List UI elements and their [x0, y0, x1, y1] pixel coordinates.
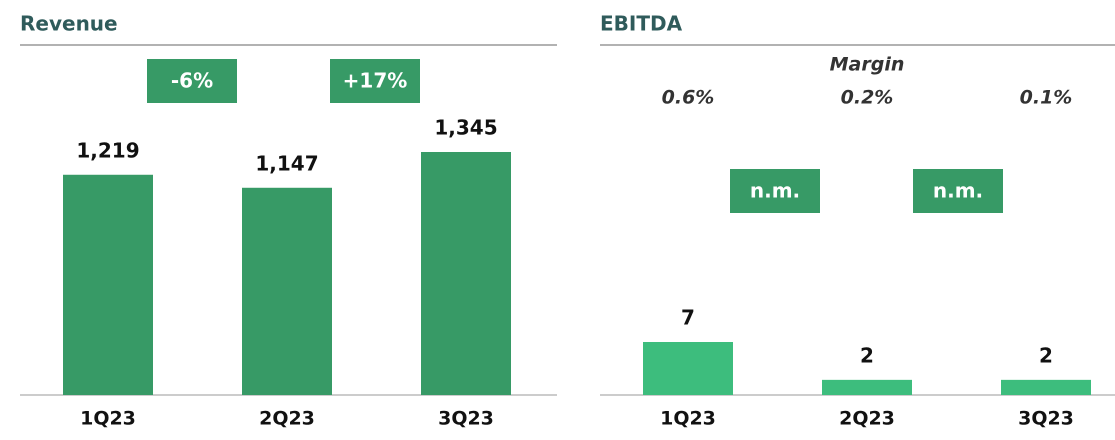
change-badge: [913, 169, 1003, 213]
margin-label: 0.1%: [1020, 87, 1073, 109]
category-label: 3Q23: [438, 408, 494, 430]
change-badge: [730, 169, 820, 213]
change-label: -6%: [171, 69, 213, 93]
category-label: 2Q23: [259, 408, 315, 430]
value-label: 7: [681, 306, 695, 330]
margin-label: 0.6%: [662, 87, 715, 109]
change-badge: [147, 59, 237, 103]
change-badge: [330, 59, 420, 103]
bar: [1001, 379, 1091, 395]
value-label: 1,219: [76, 138, 139, 162]
change-label: n.m.: [933, 179, 983, 203]
bar: [643, 342, 733, 395]
bar: [421, 152, 511, 395]
bar: [822, 379, 912, 395]
bar: [63, 174, 153, 395]
category-label: 1Q23: [660, 408, 716, 430]
category-label: 3Q23: [1018, 408, 1074, 430]
chart-title: Revenue: [20, 12, 118, 36]
change-label: +17%: [343, 69, 408, 93]
value-label: 1,147: [255, 151, 318, 175]
value-label: 2: [1039, 343, 1053, 367]
value-label: 2: [860, 343, 874, 367]
change-label: n.m.: [750, 179, 800, 203]
category-label: 2Q23: [839, 408, 895, 430]
chart-title: EBITDA: [600, 12, 683, 36]
category-label: 1Q23: [80, 408, 136, 430]
margin-label: 0.2%: [841, 87, 894, 109]
bar: [242, 187, 332, 395]
value-label: 1,345: [434, 116, 497, 140]
margin-title: Margin: [830, 54, 905, 76]
